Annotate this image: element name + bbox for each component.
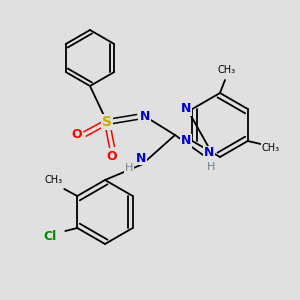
Text: Cl: Cl <box>44 230 57 242</box>
Text: N: N <box>204 146 214 160</box>
Text: S: S <box>102 115 112 129</box>
Text: CH₃: CH₃ <box>44 175 62 185</box>
Text: H: H <box>207 162 215 172</box>
Text: N: N <box>181 134 191 148</box>
Text: N: N <box>181 103 191 116</box>
Text: N: N <box>136 152 146 164</box>
Text: O: O <box>107 151 117 164</box>
Text: CH₃: CH₃ <box>218 65 236 75</box>
Text: H: H <box>125 163 133 173</box>
Text: N: N <box>140 110 150 124</box>
Text: O: O <box>72 128 82 140</box>
Text: CH₃: CH₃ <box>262 143 280 153</box>
